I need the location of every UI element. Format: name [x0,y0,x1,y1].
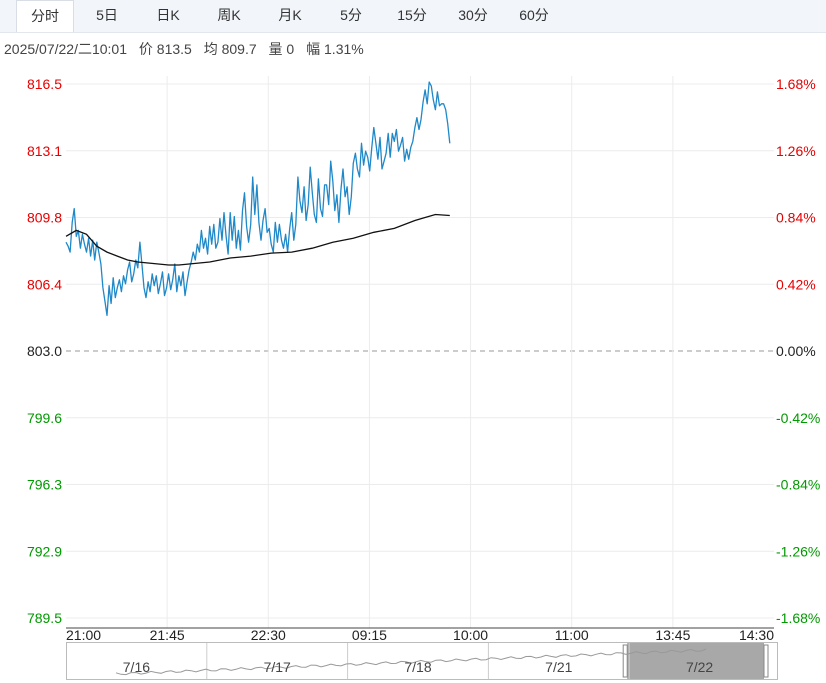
y-tick-label-left: 813.1 [27,143,62,159]
x-tick-label: 10:00 [453,627,488,642]
x-tick-label: 21:00 [66,627,101,642]
x-tick-label: 09:15 [352,627,387,642]
tab-monthly-k[interactable]: 月K [278,7,302,23]
quote-average: 均 809.7 [203,41,257,57]
tab-weekly-k[interactable]: 周K [217,7,241,23]
y-tick-label-right: 0.42% [776,276,816,292]
tab-intraday[interactable]: 分时 [16,0,74,32]
quote-datetime: 2025/07/22/二10:01 [4,41,127,57]
navigator-day-label: 7/18 [404,659,431,675]
navigator-selection[interactable] [627,643,764,679]
tab-30min[interactable]: 30分 [458,7,488,23]
quote-volume: 量 0 [268,41,295,57]
navigator-day-label: 7/21 [545,659,572,675]
y-tick-label-right: -1.68% [776,610,820,626]
y-tick-label-left: 792.9 [27,543,62,559]
y-tick-label-left: 796.3 [27,477,62,493]
navigator-left-handle[interactable] [622,644,628,678]
tab-5min[interactable]: 5分 [340,7,362,23]
y-tick-label-right: -0.42% [776,410,820,426]
day-range-navigator[interactable]: 7/16 7/17 7/18 7/21 7/22 [66,642,778,680]
y-tick-label-right: 0.00% [776,343,816,359]
tab-daily-k[interactable]: 日K [156,7,180,23]
period-tab-bar: 分时 5日 日K 周K 月K 5分 15分 30分 60分 [0,0,826,33]
y-tick-label-left: 816.5 [27,76,62,92]
tab-15min[interactable]: 15分 [397,7,427,23]
y-tick-label-left: 809.8 [27,210,62,226]
y-tick-label-left: 789.5 [27,610,62,626]
quote-info-bar: 2025/07/22/二10:01 价 813.5 均 809.7 量 0 幅 … [4,38,372,60]
x-tick-label: 14:30 [739,627,774,642]
navigator-price-trace [115,648,707,676]
y-tick-label-right: 1.68% [776,76,816,92]
x-tick-label: 11:00 [555,627,589,642]
navigator-right-handle[interactable] [763,644,769,678]
x-tick-label: 21:45 [150,627,185,642]
x-tick-label: 22:30 [251,627,286,642]
y-tick-label-right: -0.84% [776,477,820,493]
y-tick-label-right: 0.84% [776,210,816,226]
y-tick-label-right: 1.26% [776,143,816,159]
y-tick-label-left: 806.4 [27,276,62,292]
quote-change: 幅 1.31% [306,41,364,57]
navigator-day-label: 7/17 [264,659,291,675]
navigator-day-label: 7/16 [123,659,150,675]
intraday-chart[interactable]: 816.5 1.68% 813.1 1.26% 809.8 0.84% 806.4 0.42%… [0,60,826,642]
navigator-day-label: 7/22 [686,659,713,675]
tab-60min[interactable]: 60分 [519,7,549,23]
x-tick-label: 13:45 [655,627,690,642]
y-tick-label-right: -1.26% [776,543,820,559]
quote-price: 价 813.5 [138,41,192,57]
y-tick-label-left: 803.0 [27,343,62,359]
price-line [65,81,451,317]
tab-5day[interactable]: 5日 [96,7,118,23]
average-price-line [65,213,450,266]
y-tick-label-left: 799.6 [27,410,62,426]
